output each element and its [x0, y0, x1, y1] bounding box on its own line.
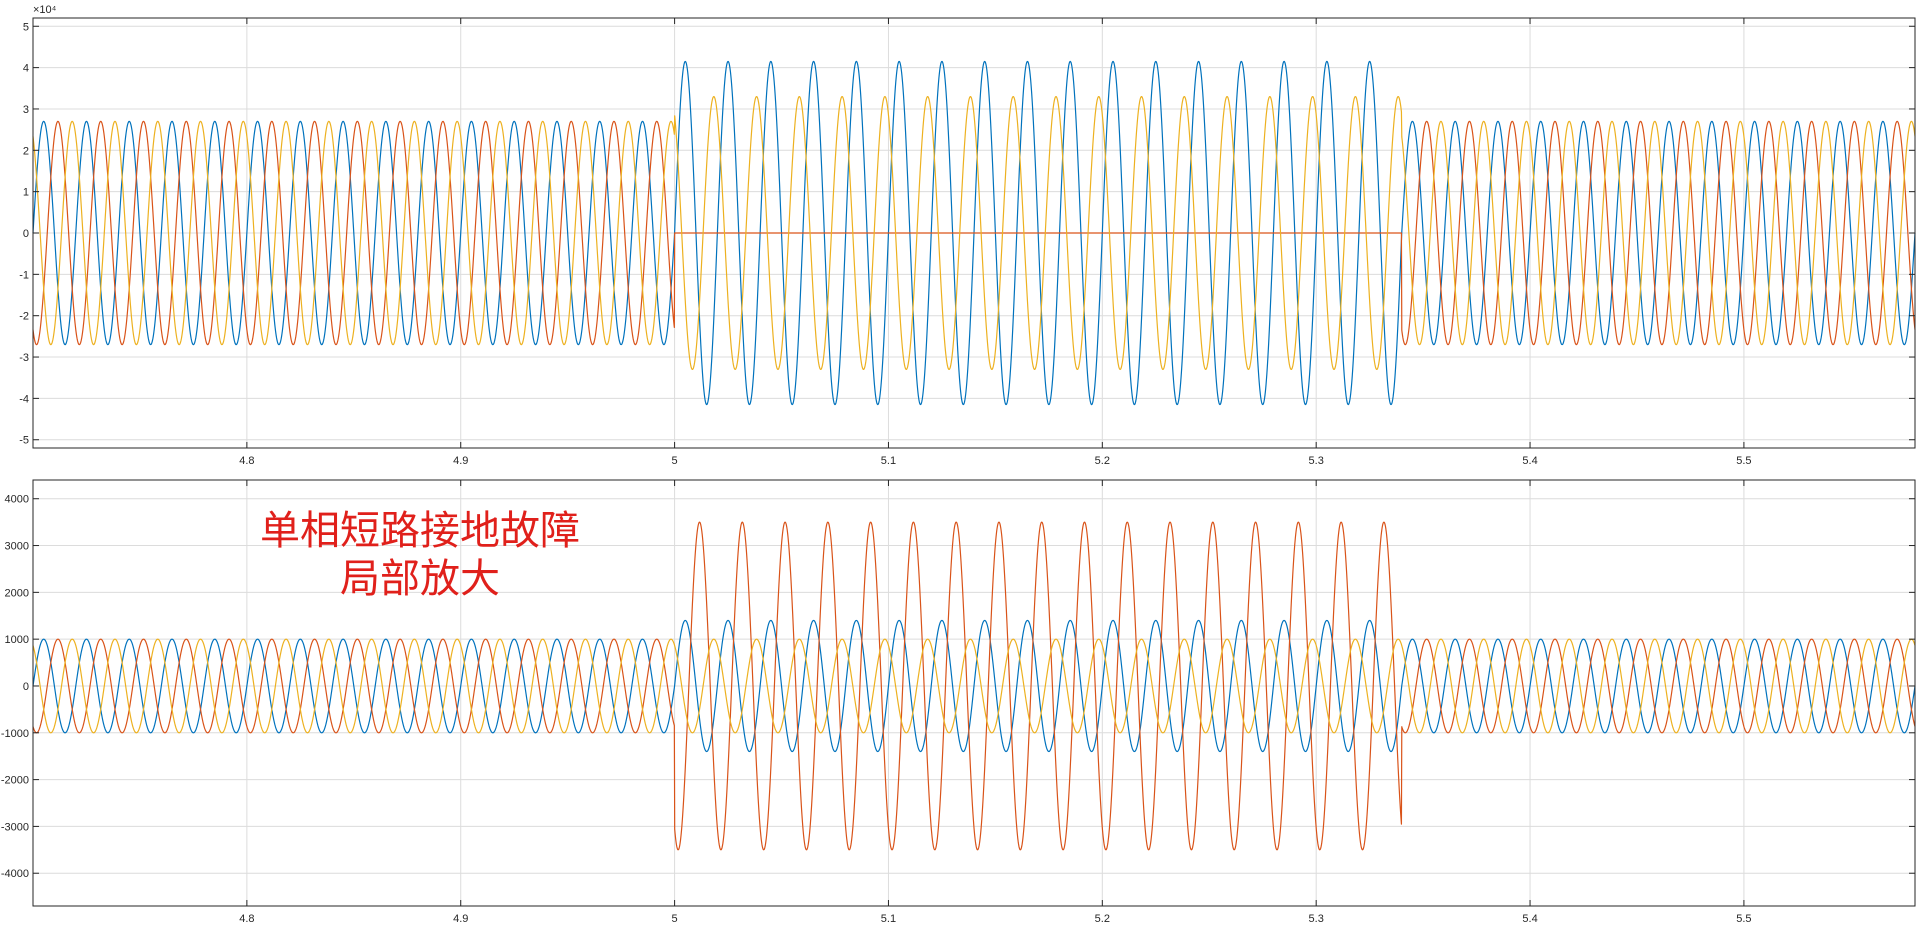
current-y-tick-label: -4000: [1, 868, 29, 880]
voltage-x-tick-label: 5.5: [1736, 455, 1751, 467]
current-axes-frame: [32, 479, 1916, 907]
current-y-tick-label: 2000: [5, 587, 29, 599]
voltage-ticks: 4.8 4.9 5 5.1 5.2 5.3 5.4 5.5 5 4 3 2 1 0 -1 -2 -3 -4 -5: [19, 18, 1915, 467]
voltage-x-tick-label: 4.9: [453, 455, 468, 467]
voltage-x-tick-label: 4.8: [239, 455, 254, 467]
voltage-series-phase_c-line: [32, 95, 1916, 371]
voltage-y-tick-label: -5: [19, 435, 29, 447]
current-series-phase_b-line: [32, 521, 1916, 851]
voltage-x-tick-label: 5.3: [1309, 455, 1324, 467]
current-x-tick-label: 5.2: [1095, 913, 1110, 925]
current-series: [32, 521, 1916, 851]
voltage-y-tick-label: 0: [23, 228, 29, 240]
current-x-tick-label: 4.8: [239, 913, 254, 925]
voltage-x-tick-label: 5.4: [1522, 455, 1537, 467]
voltage-y-tick-label: 2: [23, 145, 29, 157]
voltage-axes: 4.8 4.9 5 5.1 5.2 5.3 5.4 5.5 5 4 3 2 1 0 -1 -2 -3 -4 -5 ×…: [19, 4, 1916, 467]
current-y-tick-label: -1000: [1, 728, 29, 740]
current-y-tick-label: -3000: [1, 821, 29, 833]
voltage-y-tick-label: -1: [19, 269, 29, 281]
current-x-tick-label: 5.4: [1522, 913, 1537, 925]
current-y-tick-label: -2000: [1, 775, 29, 787]
voltage-y-tick-label: 1: [23, 187, 29, 199]
voltage-series: [32, 60, 1916, 406]
current-y-tick-label: 0: [23, 681, 29, 693]
current-x-tick-label: 5.1: [881, 913, 896, 925]
voltage-x-tick-label: 5: [672, 455, 678, 467]
current-series-phase_c-line: [32, 638, 1916, 734]
fault-annotation-line-1: 单相短路接地故障: [260, 508, 580, 554]
current-y-tick-label: 4000: [5, 494, 29, 506]
voltage-y-tick-label: 4: [23, 63, 29, 75]
current-series-phase_a-line: [32, 619, 1916, 753]
voltage-y-tick-label: 5: [23, 21, 29, 33]
voltage-y-tick-label: -3: [19, 352, 29, 364]
current-grid: [33, 480, 1915, 906]
voltage-x-tick-label: 5.1: [881, 455, 896, 467]
voltage-y-tick-label: -2: [19, 311, 29, 323]
voltage-series-phase_b-line: [32, 120, 1916, 346]
voltage-y-exponent: ×10⁴: [33, 4, 57, 16]
current-ticks: 4.8 4.9 5 5.1 5.2 5.3 5.4 5.5 4000 3000 2000 1000 0 -…: [1, 480, 1915, 925]
current-x-tick-label: 5: [672, 913, 678, 925]
current-x-tick-label: 5.3: [1309, 913, 1324, 925]
voltage-x-tick-label: 5.2: [1095, 455, 1110, 467]
voltage-y-tick-label: 3: [23, 104, 29, 116]
current-x-tick-label: 4.9: [453, 913, 468, 925]
voltage-y-tick-label: -4: [19, 393, 29, 405]
current-x-tick-label: 5.5: [1736, 913, 1751, 925]
fault-annotation-line-2: 局部放大: [340, 556, 500, 602]
current-y-tick-label: 3000: [5, 541, 29, 553]
current-y-tick-label: 1000: [5, 634, 29, 646]
current-axes: 4.8 4.9 5 5.1 5.2 5.3 5.4 5.5 4000 3000 2000 1000 0 -…: [1, 479, 1916, 925]
